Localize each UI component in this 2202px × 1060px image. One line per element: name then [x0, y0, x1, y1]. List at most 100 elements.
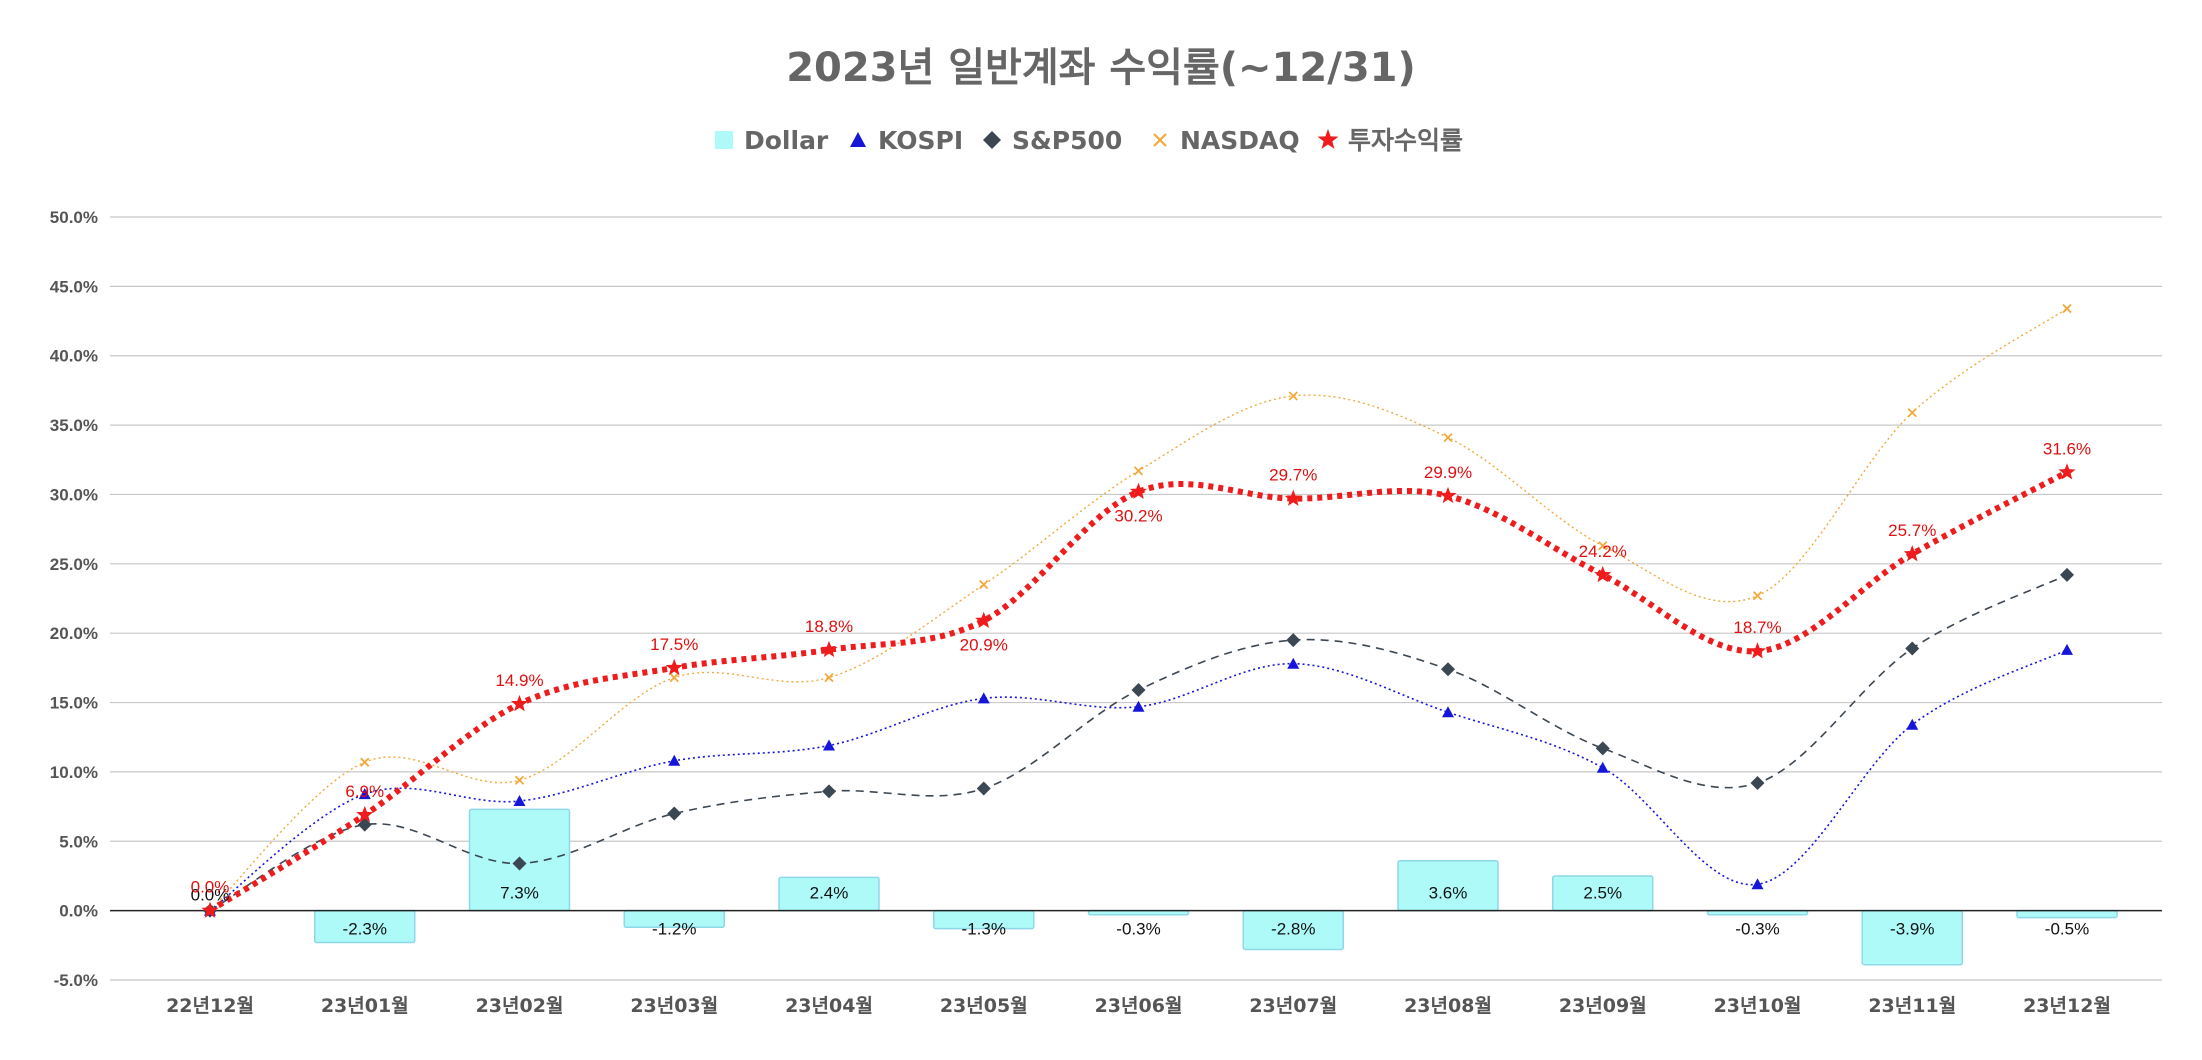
marker-nasdaq: [1443, 432, 1453, 443]
marker-nasdaq: [2062, 303, 2072, 314]
marker-투자수익률: [1129, 482, 1148, 499]
x-tick-label: 23년08월: [1404, 995, 1492, 1017]
x-axis: 22년12월 23년01월 23년02월 23년03월 23년04월 23년05월 23년0…: [166, 995, 2111, 1017]
marker-투자수익률: [975, 611, 993, 628]
y-tick-label: 5.0%: [59, 832, 98, 851]
marker-nasdaq: [1598, 541, 1608, 551]
x-tick-label: 23년05월: [940, 995, 1028, 1017]
marker-투자수익률: [1903, 545, 1921, 562]
return-data-label: 25.7%: [1888, 521, 1936, 540]
y-tick-label: 25.0%: [50, 555, 98, 574]
marker-투자수익률: [1594, 565, 1612, 583]
dollar-data-label: -0.5%: [2045, 920, 2089, 939]
marker-투자수익률: [1284, 489, 1302, 506]
legend-item-dollar: Dollar: [715, 126, 829, 155]
legend-swatch-nasdaq: [1153, 133, 1167, 147]
marker-s-p500: [976, 781, 991, 796]
legend-item-kospi: KOSPI: [850, 126, 963, 155]
marker-kospi: [2061, 643, 2073, 655]
marker-nasdaq: [514, 775, 525, 785]
x-tick-label: 23년01월: [321, 995, 409, 1017]
legend-item-nasdaq: NASDAQ: [1153, 126, 1300, 155]
return-data-label: 29.7%: [1269, 466, 1317, 485]
return-data-label: 6.9%: [345, 782, 384, 801]
y-tick-label: 0.0%: [59, 902, 98, 921]
legend-swatch-dollar: [715, 131, 733, 149]
y-tick-label: 45.0%: [50, 277, 98, 296]
marker-s-p500: [822, 784, 836, 799]
legend-item-투자수익률: 투자수익률: [1317, 126, 1463, 155]
dollar-data-label: -0.3%: [1735, 920, 1779, 939]
marker-투자수익률: [1439, 486, 1457, 504]
marker-nasdaq: [360, 757, 370, 767]
return-data-label: 14.9%: [495, 671, 543, 690]
return-data-label: 24.2%: [1579, 542, 1627, 561]
return-data-label: 18.7%: [1733, 618, 1781, 637]
marker-nasdaq: [669, 672, 679, 683]
marker-s-p500: [1905, 641, 1920, 656]
return-data-label: 18.8%: [805, 617, 853, 636]
x-tick-label: 23년06월: [1095, 995, 1183, 1017]
legend-swatch-투자수익률: [1317, 129, 1339, 149]
marker-투자수익률: [1748, 642, 1767, 659]
marker-s-p500: [2060, 567, 2074, 582]
y-tick-label: 35.0%: [50, 416, 98, 435]
x-tick-label: 23년02월: [476, 995, 564, 1017]
dollar-data-label: -2.3%: [343, 920, 387, 939]
y-tick-label: 10.0%: [50, 763, 98, 782]
marker-투자수익률: [665, 658, 683, 676]
y-tick-label: 50.0%: [50, 208, 98, 227]
dollar-bar: [2016, 909, 2118, 919]
legend-swatch-kospi: [850, 132, 866, 147]
series-markers: [201, 303, 2076, 918]
marker-nasdaq: [824, 672, 834, 683]
marker-kospi: [1442, 706, 1454, 718]
marker-s-p500: [357, 817, 372, 832]
marker-kospi: [1287, 657, 1300, 669]
dollar-data-label: 3.6%: [1429, 884, 1468, 903]
y-tick-label: 30.0%: [50, 485, 98, 504]
chart-title: 2023년 일반계좌 수익률(~12/31): [786, 45, 1416, 91]
marker-kospi: [358, 788, 371, 800]
dollar-data-label: -1.3%: [962, 920, 1006, 939]
marker-kospi: [668, 754, 681, 766]
marker-s-p500: [1750, 776, 1765, 791]
x-tick-label: 23년04월: [785, 995, 873, 1017]
marker-kospi: [1906, 718, 1919, 730]
legend-label-nasdaq: NASDAQ: [1180, 126, 1300, 155]
marker-s-p500: [667, 806, 682, 821]
dollar-data-label: -1.2%: [652, 920, 696, 939]
marker-kospi: [1751, 878, 1764, 890]
marker-nasdaq: [1133, 466, 1144, 476]
dollar-data-label: 0.0%: [191, 886, 230, 905]
marker-투자수익률: [510, 694, 529, 712]
x-tick-label: 23년09월: [1559, 995, 1647, 1017]
legend-label-kospi: KOSPI: [878, 126, 963, 155]
marker-kospi: [823, 739, 835, 751]
x-tick-label: 23년11월: [1868, 995, 1956, 1017]
marker-kospi: [1596, 761, 1609, 773]
legend-swatch-s-p500: [983, 131, 1001, 149]
marker-s-p500: [1595, 741, 1610, 756]
return-data-label: 20.9%: [960, 636, 1008, 655]
x-tick-label: 23년10월: [1714, 995, 1802, 1017]
legend-label-투자수익률: 투자수익률: [1348, 126, 1463, 155]
return-data-label: 17.5%: [650, 635, 698, 654]
marker-nasdaq: [1288, 391, 1298, 401]
x-tick-label: 23년03월: [630, 995, 718, 1017]
dollar-data-label: -3.9%: [1890, 920, 1934, 939]
marker-nasdaq: [979, 579, 989, 590]
legend-label-s-p500: S&P500: [1012, 126, 1122, 155]
dollar-data-label: -2.8%: [1271, 920, 1315, 939]
marker-kospi: [513, 795, 526, 807]
legend-item-s-p500: S&P500: [983, 126, 1122, 155]
legend: Dollar KOSPI S&P500 NASDAQ 투자수익률: [715, 126, 1463, 155]
return-data-label: 31.6%: [2043, 439, 2091, 458]
dollar-data-label: -0.3%: [1116, 920, 1160, 939]
y-tick-label: 40.0%: [50, 347, 98, 366]
marker-nasdaq: [1752, 591, 1763, 601]
dollar-data-label: 7.3%: [500, 884, 539, 903]
return-data-label: 29.9%: [1424, 463, 1472, 482]
